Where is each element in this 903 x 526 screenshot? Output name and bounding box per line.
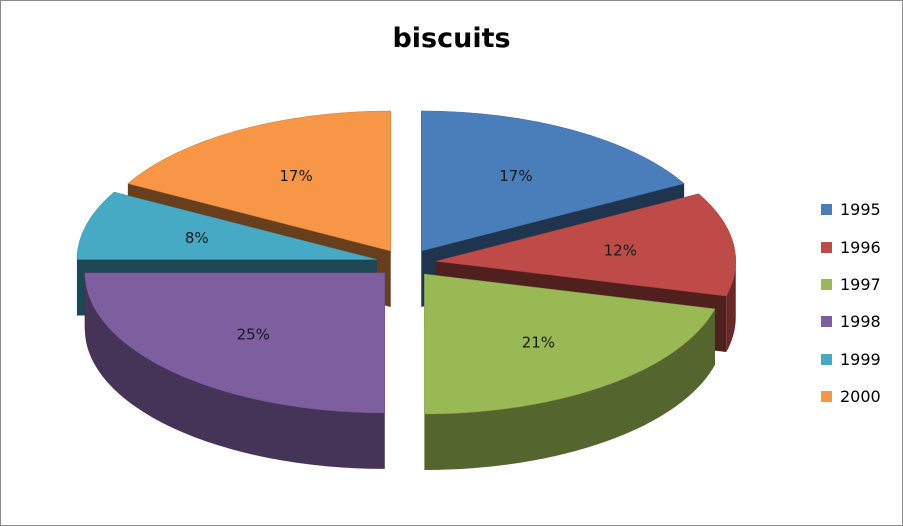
- slice-label-1996: 12%: [604, 241, 637, 259]
- legend-label-1995: 1995: [840, 200, 881, 220]
- legend-label-1996: 1996: [840, 237, 881, 257]
- slice-1997-edge: [424, 308, 715, 471]
- legend-item-1999: 1999: [821, 341, 881, 378]
- legend-swatch-1995: [821, 204, 832, 216]
- legend-item-1998: 1998: [821, 303, 881, 340]
- slice-1996: [435, 193, 736, 297]
- slice-1995: [421, 110, 685, 252]
- legend-item-1995: 1995: [821, 191, 881, 228]
- pie-labels: 17% 12% 21% 25% 8% 17%: [185, 167, 637, 351]
- legend-swatch-2000: [821, 391, 832, 403]
- chart-title: biscuits: [392, 23, 511, 54]
- legend-label-1997: 1997: [840, 274, 881, 294]
- legend-label-1998: 1998: [840, 312, 881, 332]
- slice-1998: [84, 272, 386, 414]
- slice-label-2000: 17%: [279, 167, 312, 185]
- legend-item-1996: 1996: [821, 228, 881, 265]
- slice-1998-edge: [84, 272, 385, 469]
- slice-label-1995: 17%: [499, 167, 532, 185]
- legend-swatch-1999: [821, 353, 832, 365]
- slice-1999: [76, 191, 378, 260]
- slice-label-1999: 8%: [185, 229, 209, 247]
- pie-tops: [76, 110, 736, 415]
- legend-item-2000: 2000: [821, 378, 881, 415]
- legend-swatch-1996: [821, 241, 832, 253]
- slice-1996-edge: [726, 261, 736, 353]
- legend-label-1999: 1999: [840, 349, 881, 369]
- legend: 1995 1996 1997 1998 1999 2000: [821, 191, 881, 415]
- legend-item-1997: 1997: [821, 266, 881, 303]
- slice-1997: [424, 273, 716, 415]
- slice-label-1998: 25%: [237, 325, 270, 343]
- slice-label-1997: 21%: [522, 334, 555, 352]
- legend-swatch-1997: [821, 278, 832, 290]
- legend-label-2000: 2000: [840, 387, 881, 407]
- legend-swatch-1998: [821, 316, 832, 328]
- slice-2000: [127, 110, 391, 252]
